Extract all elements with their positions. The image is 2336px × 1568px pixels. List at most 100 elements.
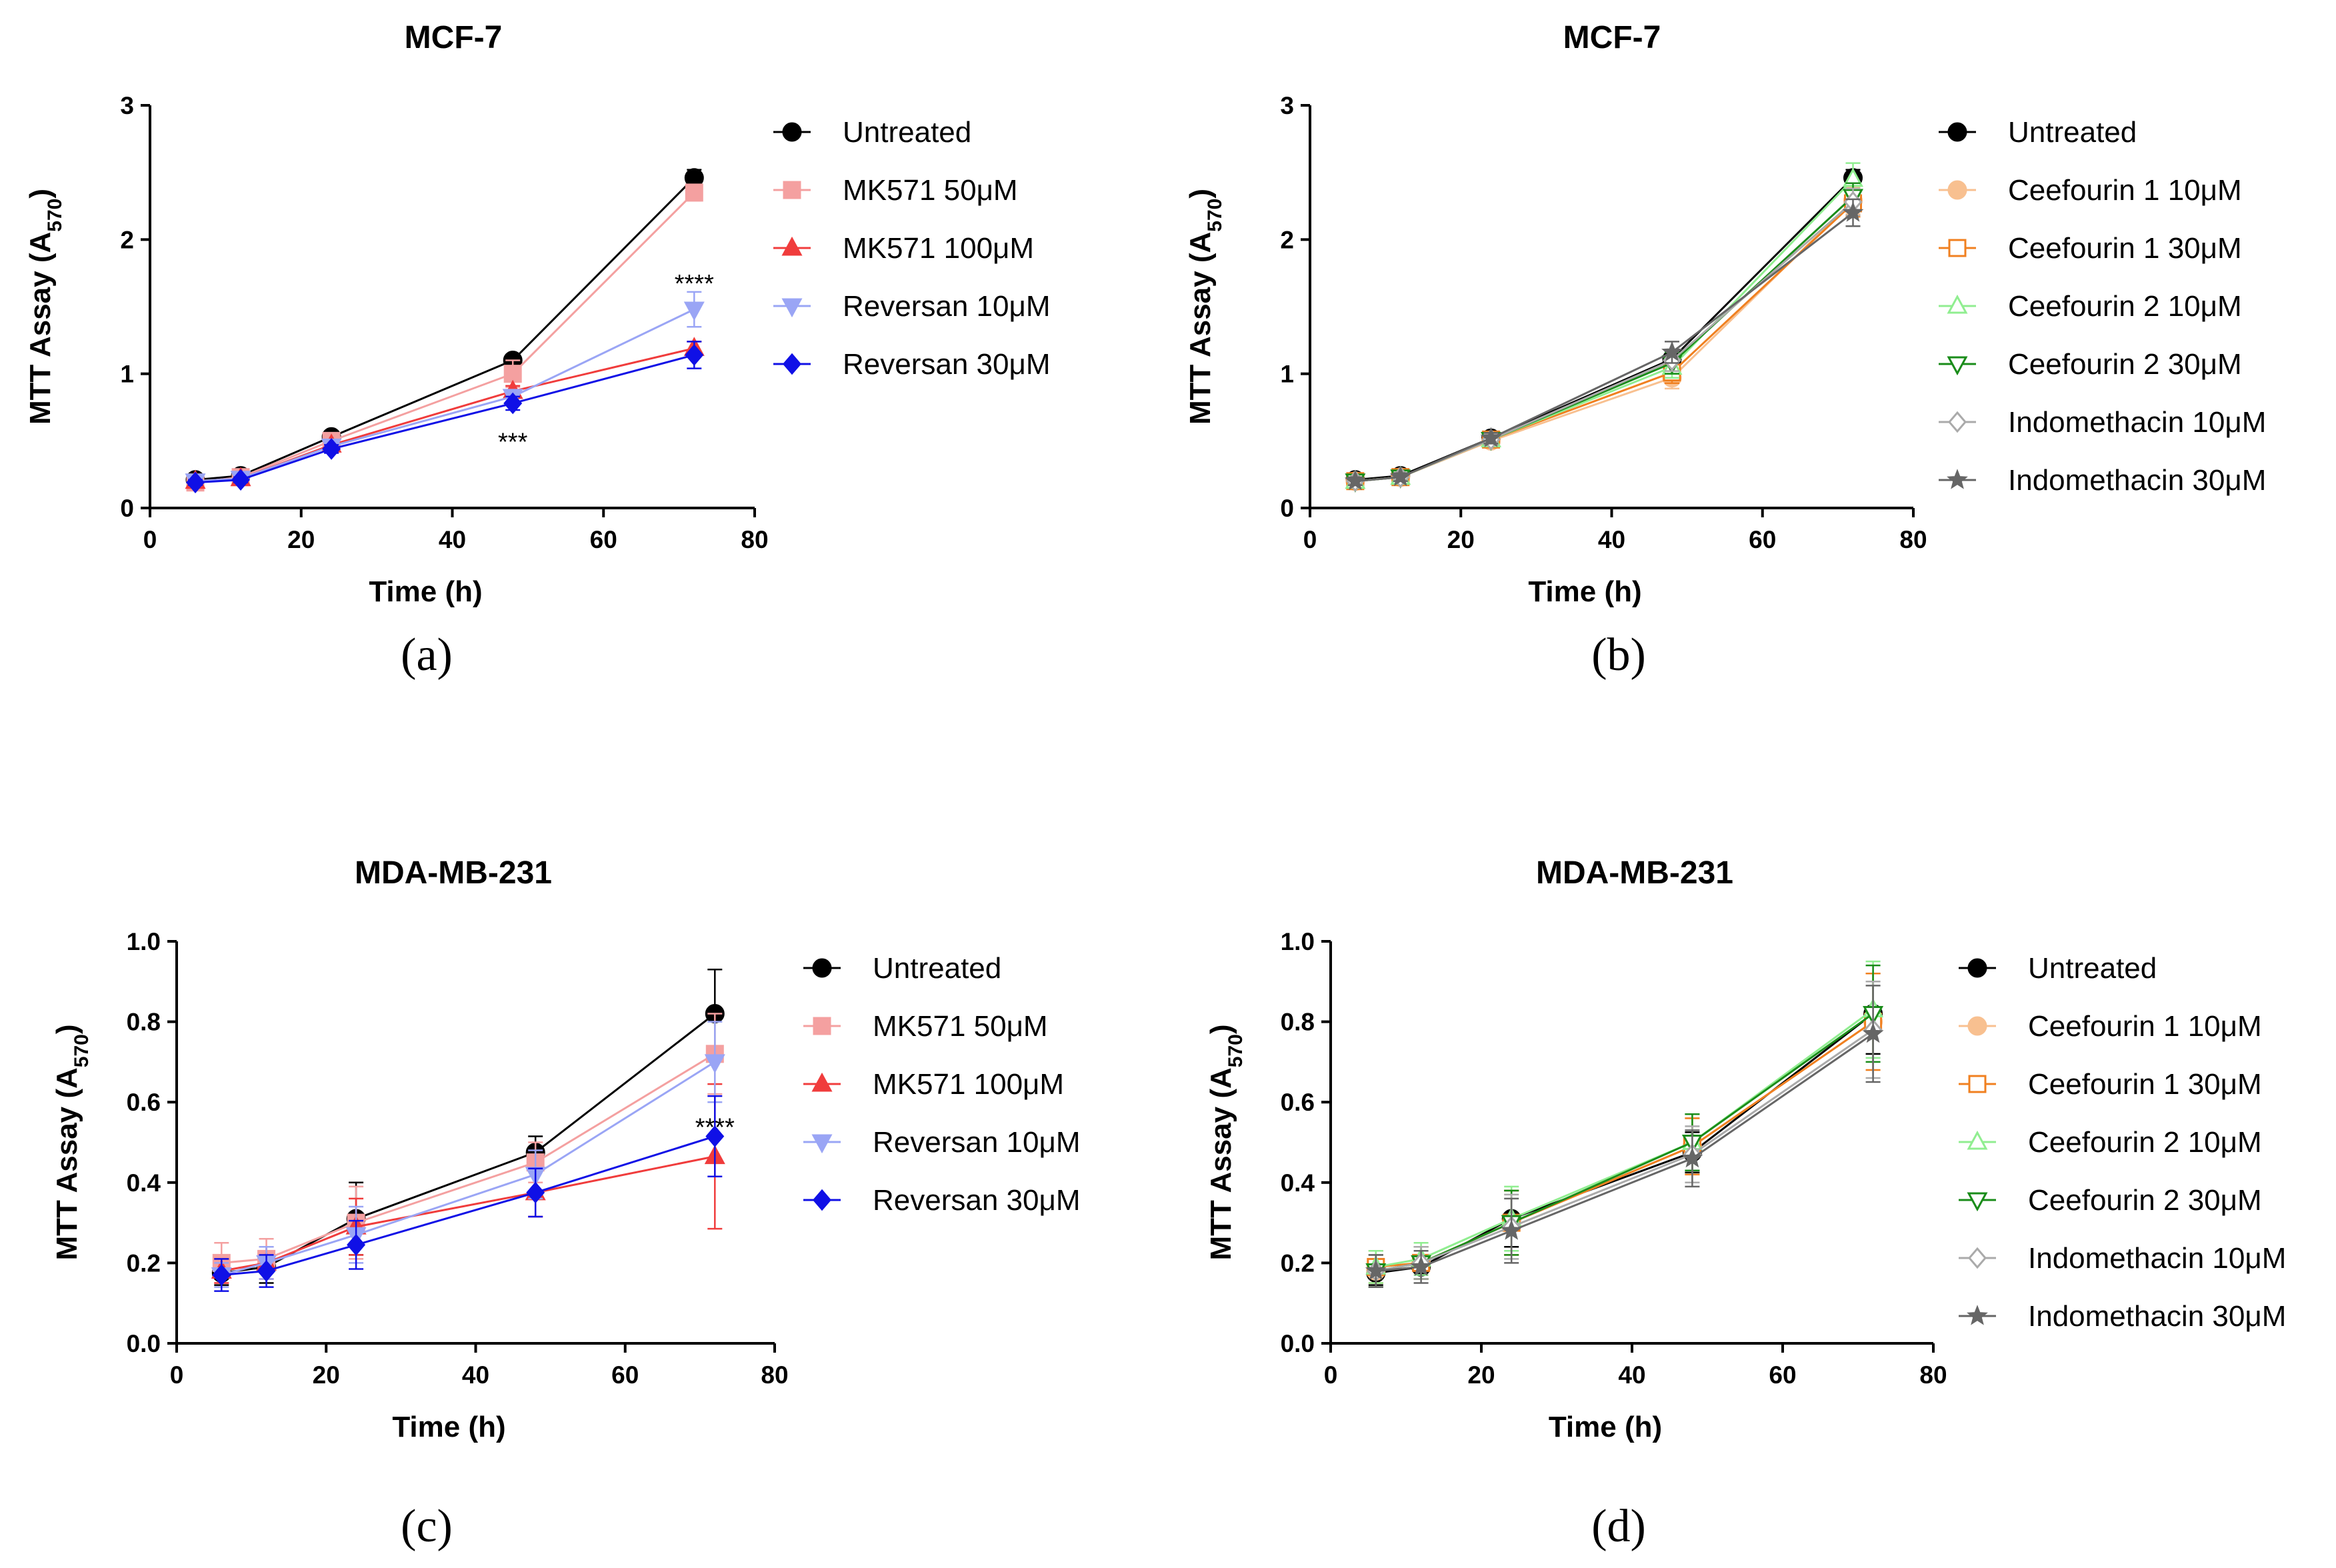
x-tick-label: 20 — [1447, 526, 1475, 553]
series-4 — [212, 1095, 725, 1292]
legend-marker — [813, 1017, 831, 1035]
y-axis-label-close: ) — [1184, 189, 1217, 199]
y-tick-label: 0.2 — [127, 1249, 161, 1277]
y-tick-label: 0.6 — [1281, 1089, 1315, 1116]
y-tick-label: 0.2 — [1281, 1249, 1315, 1277]
panel-d: MDA-MB-231 0.0 0.2 0.4 0.6 0.8 1.0 0 20 40 60 80 Tim… — [1205, 855, 2286, 1552]
legend-label: Indomethacin 30μM — [2008, 464, 2266, 497]
y-axis-label: MTT Assay (A570) — [24, 189, 66, 425]
legend-label: MK571 100μM — [843, 232, 1034, 265]
data-point — [1681, 1147, 1703, 1168]
y-axis-label-subscript: 570 — [1225, 1034, 1247, 1067]
y-tick-label: 3 — [120, 92, 134, 119]
series-0 — [185, 168, 704, 490]
series-line — [1355, 201, 1854, 483]
legend-label: Reversan 10μM — [873, 1126, 1080, 1159]
series-4 — [1345, 182, 1864, 493]
series-4 — [186, 341, 704, 494]
legend-marker — [782, 122, 802, 142]
series-line — [1355, 178, 1854, 483]
x-tick-label: 60 — [1749, 526, 1776, 553]
data-point — [1389, 465, 1411, 487]
series-line — [221, 1053, 716, 1264]
y-tick-label: 1 — [120, 361, 134, 388]
x-tick-label: 60 — [1769, 1361, 1796, 1389]
legend-label: MK571 50μM — [843, 174, 1018, 207]
series-0 — [1345, 168, 1863, 490]
panel-caption: (b) — [1591, 629, 1646, 681]
legend-label: Reversan 30μM — [843, 348, 1050, 381]
x-tick-label: 0 — [143, 526, 157, 553]
legend-label: Reversan 10μM — [843, 290, 1050, 323]
legend-marker — [783, 181, 801, 199]
chart-title: MCF-7 — [405, 20, 503, 55]
y-axis-label: MTT Assay (A570) — [51, 1024, 93, 1260]
data-point — [1501, 1219, 1523, 1240]
series-1 — [212, 1013, 724, 1284]
series-2 — [1346, 189, 1862, 491]
legend-label: Untreated — [2008, 116, 2137, 149]
data-point — [503, 365, 522, 383]
data-point — [1862, 1022, 1884, 1043]
legend-label: Untreated — [2028, 952, 2157, 985]
x-axis-label: Time (h) — [1549, 1411, 1662, 1443]
x-tick-label: 40 — [1598, 526, 1625, 553]
legend-marker — [783, 353, 801, 375]
panel-c: MDA-MB-231 0.0 0.2 0.4 0.6 0.8 1.0 0 20 40 60 80 Tim… — [51, 855, 1080, 1552]
y-axis-label-main: MTT Assay (A — [1184, 232, 1217, 425]
y-tick-label: 0.8 — [1281, 1009, 1315, 1036]
chart-title: MDA-MB-231 — [1536, 855, 1733, 891]
x-tick-label: 80 — [1899, 526, 1927, 553]
legend-label: Indomethacin 10μM — [2008, 406, 2266, 439]
x-tick-label: 60 — [611, 1361, 639, 1389]
series-3 — [185, 291, 705, 493]
series-line — [195, 177, 695, 481]
series-line — [195, 191, 695, 484]
legend-marker — [1947, 122, 1967, 142]
legend-label: Ceefourin 2 30μM — [2008, 348, 2242, 381]
series-line — [221, 1061, 716, 1276]
legend: Untreated MK571 50μM MK571 100μM Reversan 1… — [773, 116, 1050, 381]
legend-label: Indomethacin 30μM — [2028, 1300, 2286, 1333]
y-axis-label-subscript: 570 — [1204, 199, 1226, 232]
series-3 — [1365, 960, 1884, 1284]
legend-marker — [781, 236, 803, 256]
y-axis-label-main: MTT Assay (A — [51, 1067, 83, 1260]
y-axis-label-subscript: 570 — [44, 199, 66, 232]
series-2 — [1367, 972, 1883, 1284]
series-0 — [1366, 972, 1883, 1286]
legend-label: Ceefourin 2 30μM — [2028, 1184, 2262, 1217]
data-point — [1344, 469, 1366, 491]
data-point — [231, 469, 251, 491]
legend-label: Reversan 30μM — [873, 1184, 1080, 1217]
legend: Untreated MK571 50μM MK571 100μM Reversan 1… — [803, 952, 1080, 1217]
data-point — [257, 1260, 276, 1282]
legend: Untreated Ceefourin 1 10μM Ceefourin 1 30μ… — [1939, 116, 2266, 497]
y-tick-label: 1.0 — [1281, 928, 1315, 955]
y-tick-label: 1 — [1280, 361, 1294, 388]
data-point — [1410, 1255, 1432, 1277]
data-point — [704, 1054, 725, 1074]
x-tick-label: 40 — [439, 526, 466, 553]
x-tick-label: 80 — [741, 526, 768, 553]
series-line — [1355, 195, 1854, 483]
y-axis-label-main: MTT Assay (A — [1205, 1067, 1237, 1260]
legend-label: Ceefourin 1 10μM — [2028, 1010, 2262, 1043]
x-tick-label: 40 — [462, 1361, 489, 1389]
significance-annotation: *** — [498, 428, 528, 456]
legend-marker — [1967, 1130, 1988, 1150]
series-3 — [211, 1021, 725, 1288]
legend-label: MK571 100μM — [873, 1068, 1064, 1101]
legend-label: Ceefourin 1 30μM — [2008, 232, 2242, 265]
y-tick-label: 2 — [120, 226, 134, 253]
legend-marker — [1947, 356, 1968, 376]
legend-marker — [1967, 1192, 1988, 1212]
x-axis-label: Time (h) — [1528, 575, 1641, 608]
x-tick-label: 20 — [313, 1361, 340, 1389]
y-tick-label: 0.8 — [127, 1009, 161, 1036]
series-2 — [211, 1083, 725, 1284]
series-line — [221, 1013, 716, 1274]
y-axis-label-main: MTT Assay (A — [24, 232, 57, 425]
